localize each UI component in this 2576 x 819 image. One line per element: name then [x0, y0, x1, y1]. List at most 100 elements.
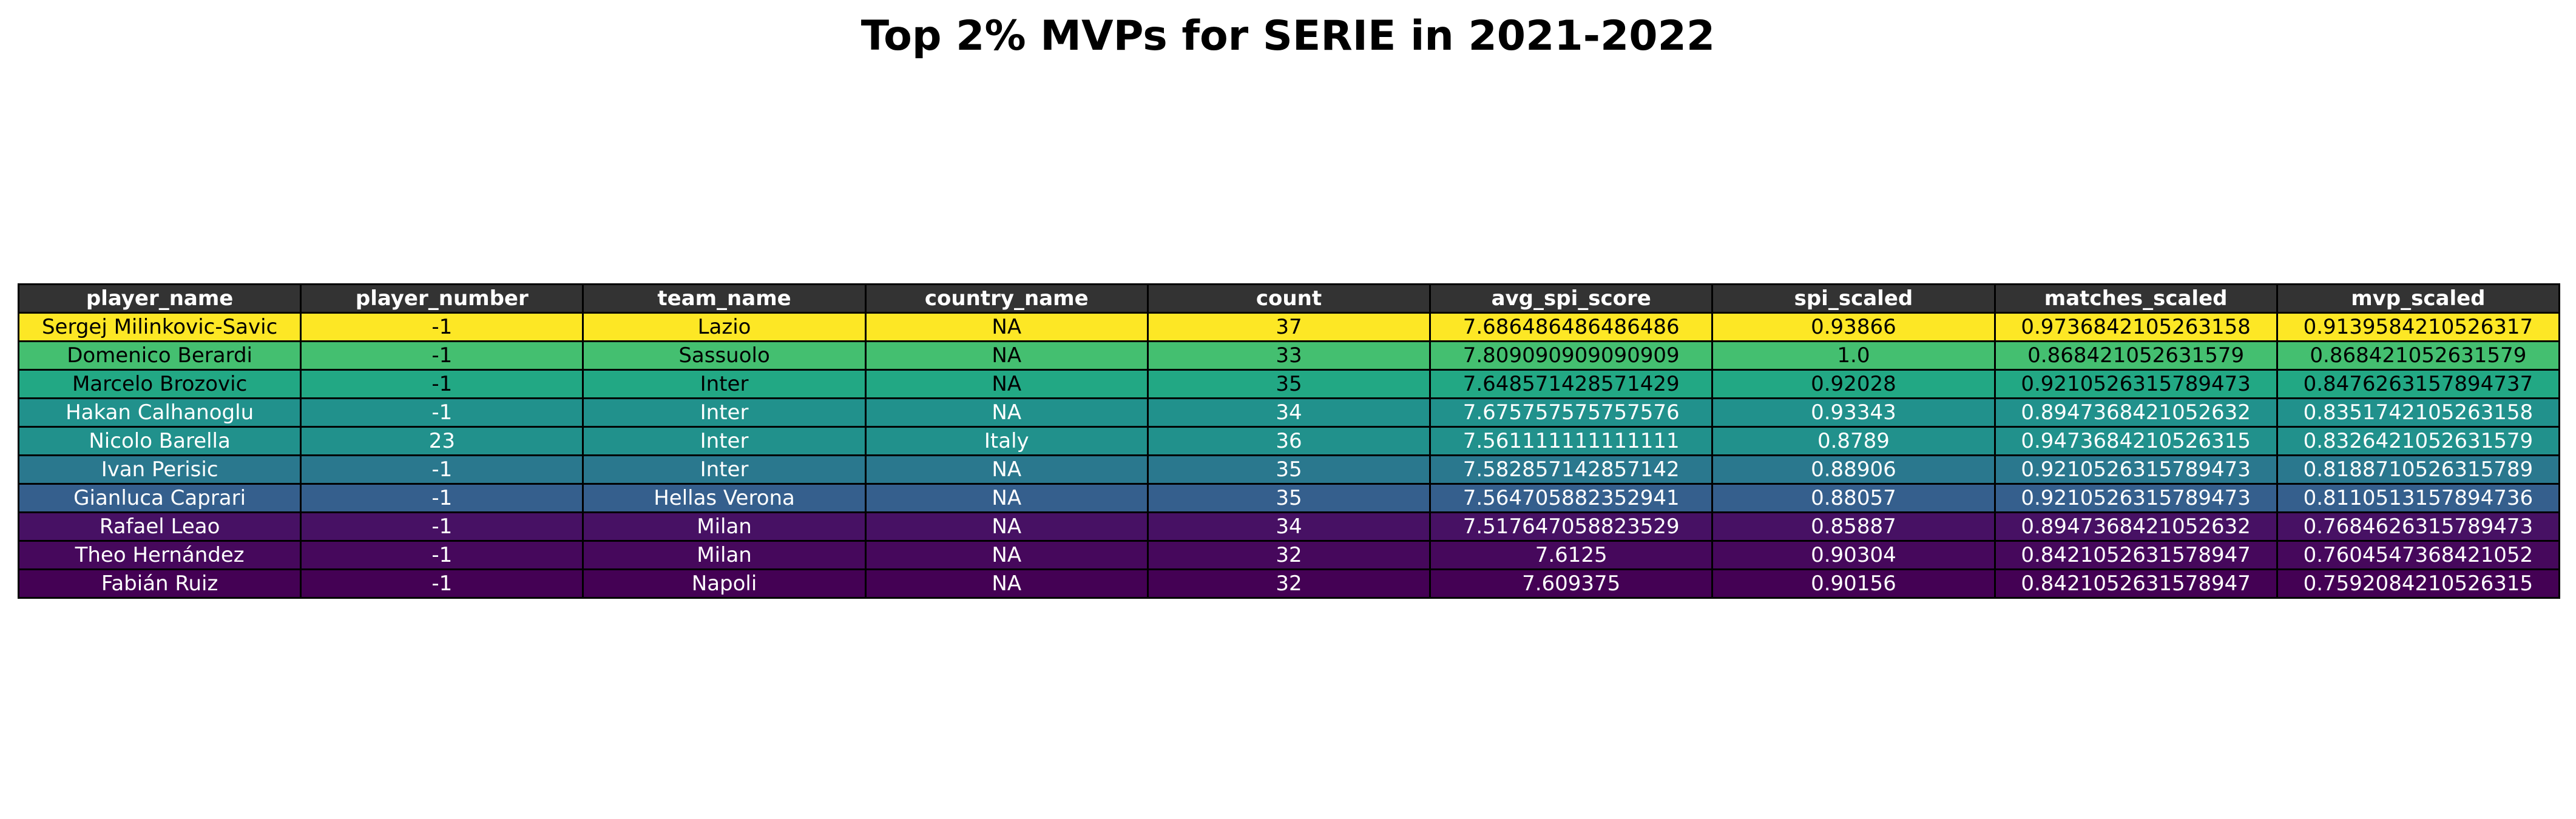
table-cell-count: 35 [1146, 369, 1432, 399]
table-cell-player-number: -1 [300, 454, 584, 485]
table-cell-country-name: NA [864, 454, 1149, 485]
table-cell-matches-scaled: 0.9736842105263158 [1993, 312, 2278, 342]
table-cell-country-name: NA [864, 312, 1149, 342]
table-cell-team-name: Napoli [582, 568, 867, 599]
table-cell-mvp-scaled: 0.8188710526315789 [2276, 454, 2561, 485]
table-cell-avg-spi-score: 7.686486486486486 [1429, 312, 1714, 342]
table-cell-count: 34 [1146, 397, 1432, 428]
table-cell-spi-scaled: 0.93343 [1711, 397, 1996, 428]
table-cell-team-name: Milan [582, 511, 867, 542]
table-cell-mvp-scaled: 0.8476263157894737 [2276, 369, 2561, 399]
table-cell-count: 35 [1146, 454, 1432, 485]
table-cell-mvp-scaled: 0.7592084210526315 [2276, 568, 2561, 599]
table-body: Sergej Milinkovic-Savic -1 Lazio NA 37 7.6864… [17, 312, 2561, 599]
table-cell-mvp-scaled: 0.8326421052631579 [2276, 426, 2561, 456]
table-cell-spi-scaled: 0.85887 [1711, 511, 1996, 542]
table-cell-player-name: Ivan Perisic [17, 454, 302, 485]
table-cell-avg-spi-score: 7.564705882352941 [1429, 483, 1714, 513]
table-cell-team-name: Inter [582, 369, 867, 399]
table-cell-player-number: -1 [300, 397, 584, 428]
table-cell-matches-scaled: 0.9210526315789473 [1993, 369, 2278, 399]
table-cell-matches-scaled: 0.9210526315789473 [1993, 483, 2278, 513]
table-cell-player-name: Rafael Leao [17, 511, 302, 542]
table-cell-count: 33 [1146, 340, 1432, 371]
table-cell-player-number: -1 [300, 483, 584, 513]
table-cell-player-name: Domenico Berardi [17, 340, 302, 371]
table-cell-mvp-scaled: 0.8351742105263158 [2276, 397, 2561, 428]
column-header-matches-scaled: matches_scaled [1993, 283, 2278, 314]
table-cell-spi-scaled: 0.88057 [1711, 483, 1996, 513]
table-cell-mvp-scaled: 0.8110513157894736 [2276, 483, 2561, 513]
table-cell-player-name: Marcelo Brozovic [17, 369, 302, 399]
column-header-mvp-scaled: mvp_scaled [2276, 283, 2561, 314]
column-header-spi-scaled: spi_scaled [1711, 283, 1996, 314]
table-row: Marcelo Brozovic -1 Inter NA 35 7.64857142857… [17, 369, 2561, 399]
table-cell-country-name: Italy [864, 426, 1149, 456]
table-cell-player-number: -1 [300, 568, 584, 599]
table-cell-country-name: NA [864, 340, 1149, 371]
table-cell-mvp-scaled: 0.868421052631579 [2276, 340, 2561, 371]
table-cell-matches-scaled: 0.8947368421052632 [1993, 397, 2278, 428]
table-cell-matches-scaled: 0.8421052631578947 [1993, 540, 2278, 570]
table-cell-count: 36 [1146, 426, 1432, 456]
table-cell-player-number: -1 [300, 540, 584, 570]
table-cell-player-name: Gianluca Caprari [17, 483, 302, 513]
table-cell-avg-spi-score: 7.809090909090909 [1429, 340, 1714, 371]
table-row: Nicolo Barella 23 Inter Italy 36 7.5611111111… [17, 426, 2561, 456]
table-cell-avg-spi-score: 7.517647058823529 [1429, 511, 1714, 542]
table-cell-country-name: NA [864, 540, 1149, 570]
mvp-table: player_name player_number team_name country… [17, 283, 2561, 599]
table-cell-matches-scaled: 0.9473684210526315 [1993, 426, 2278, 456]
column-header-team-name: team_name [582, 283, 867, 314]
table-cell-mvp-scaled: 0.7604547368421052 [2276, 540, 2561, 570]
table-header-row: player_name player_number team_name country… [17, 283, 2561, 314]
table-cell-player-number: -1 [300, 511, 584, 542]
table-cell-count: 37 [1146, 312, 1432, 342]
table-cell-avg-spi-score: 7.609375 [1429, 568, 1714, 599]
table-cell-team-name: Lazio [582, 312, 867, 342]
table-cell-spi-scaled: 0.90304 [1711, 540, 1996, 570]
table-cell-avg-spi-score: 7.561111111111111 [1429, 426, 1714, 456]
table-cell-country-name: NA [864, 511, 1149, 542]
table-cell-team-name: Inter [582, 454, 867, 485]
table-cell-country-name: NA [864, 568, 1149, 599]
column-header-player-name: player_name [17, 283, 302, 314]
table-row: Theo Hernández -1 Milan NA 32 7.6125 0.90304 0.… [17, 540, 2561, 570]
table-cell-team-name: Hellas Verona [582, 483, 867, 513]
table-cell-count: 35 [1146, 483, 1432, 513]
table-row: Gianluca Caprari -1 Hellas Verona NA 35 7.564… [17, 483, 2561, 513]
table-cell-matches-scaled: 0.868421052631579 [1993, 340, 2278, 371]
table-cell-team-name: Inter [582, 397, 867, 428]
table-cell-player-number: 23 [300, 426, 584, 456]
table-cell-spi-scaled: 0.90156 [1711, 568, 1996, 599]
column-header-count: count [1146, 283, 1432, 314]
table-cell-count: 34 [1146, 511, 1432, 542]
table-cell-player-name: Fabián Ruiz [17, 568, 302, 599]
table-cell-avg-spi-score: 7.6125 [1429, 540, 1714, 570]
column-header-player-number: player_number [300, 283, 584, 314]
table-cell-avg-spi-score: 7.582857142857142 [1429, 454, 1714, 485]
table-cell-country-name: NA [864, 397, 1149, 428]
table-cell-player-name: Hakan Calhanoglu [17, 397, 302, 428]
table-cell-player-number: -1 [300, 340, 584, 371]
table-cell-player-name: Theo Hernández [17, 540, 302, 570]
table-row: Ivan Perisic -1 Inter NA 35 7.582857142857142… [17, 454, 2561, 485]
column-header-avg-spi-score: avg_spi_score [1429, 283, 1714, 314]
table-cell-team-name: Sassuolo [582, 340, 867, 371]
table-row: Domenico Berardi -1 Sassuolo NA 33 7.80909090… [17, 340, 2561, 371]
table-cell-spi-scaled: 0.93866 [1711, 312, 1996, 342]
table-cell-avg-spi-score: 7.675757575757576 [1429, 397, 1714, 428]
table-cell-team-name: Milan [582, 540, 867, 570]
table-cell-matches-scaled: 0.8947368421052632 [1993, 511, 2278, 542]
table-cell-spi-scaled: 0.8789 [1711, 426, 1996, 456]
table-cell-count: 32 [1146, 568, 1432, 599]
table-cell-player-name: Sergej Milinkovic-Savic [17, 312, 302, 342]
table-cell-count: 32 [1146, 540, 1432, 570]
column-header-country-name: country_name [864, 283, 1149, 314]
table-row: Fabián Ruiz -1 Napoli NA 32 7.609375 0.90156 0.… [17, 568, 2561, 599]
table-cell-team-name: Inter [582, 426, 867, 456]
table-cell-mvp-scaled: 0.7684626315789473 [2276, 511, 2561, 542]
table-cell-spi-scaled: 1.0 [1711, 340, 1996, 371]
table-cell-country-name: NA [864, 483, 1149, 513]
table-cell-mvp-scaled: 0.9139584210526317 [2276, 312, 2561, 342]
